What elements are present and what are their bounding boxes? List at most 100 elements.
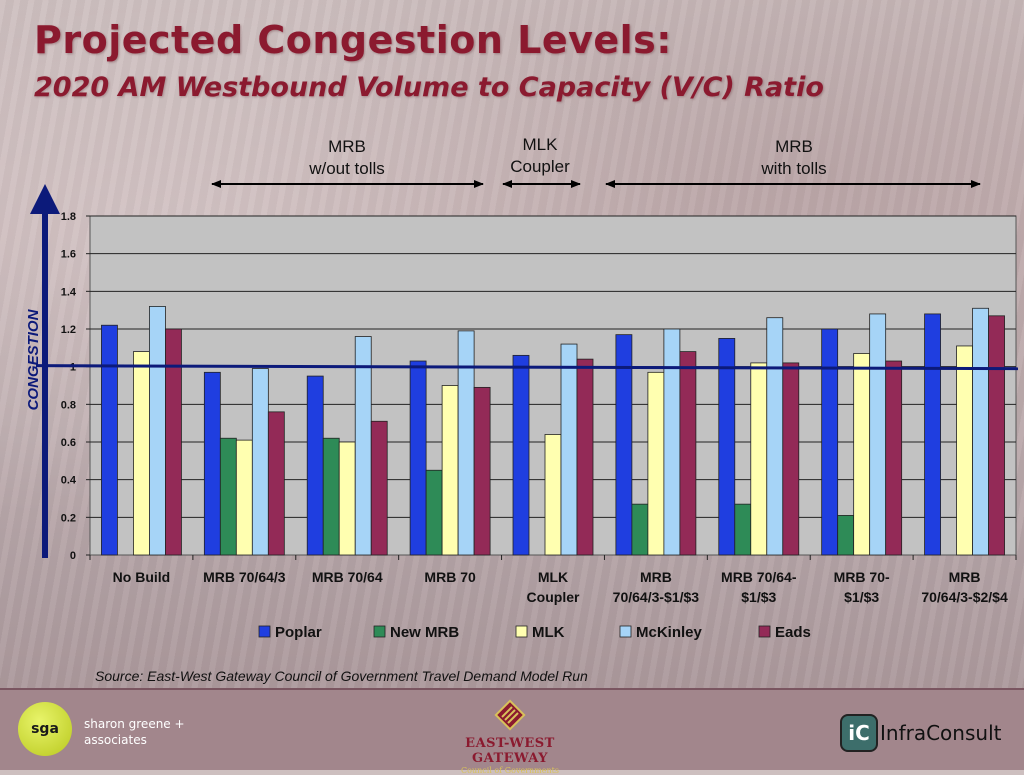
x-tick-label: 70/64/3-$1/$3 — [613, 589, 700, 605]
bar-mckinley — [972, 307, 989, 556]
congestion-axis-label: CONGESTION — [25, 308, 42, 410]
y-tick-label: 1.2 — [61, 324, 76, 336]
legend-label: MLK — [532, 624, 565, 641]
group-label-mrb-no-tolls: MRB w/out tolls — [282, 136, 412, 180]
bar-eads — [473, 386, 491, 556]
bar-poplar — [821, 328, 839, 556]
bar-poplar — [924, 313, 941, 556]
bar-new-mrb — [322, 437, 340, 556]
legend-label: New MRB — [390, 624, 459, 641]
x-tick-label: No Build — [113, 569, 171, 585]
y-tick-label: 0 — [70, 550, 76, 562]
bar-poplar — [718, 338, 736, 556]
legend-label: McKinley — [636, 624, 703, 641]
legend-swatch — [758, 625, 771, 638]
bar-new-mrb — [734, 503, 752, 556]
y-tick-label: 0.2 — [61, 512, 76, 524]
group-label-mlk-coupler: MLK Coupler — [480, 134, 600, 178]
bar-eads — [576, 358, 594, 556]
x-tick-label: $1/$3 — [844, 589, 879, 605]
ewg-logo: EAST-WEST GATEWAY Council of Governments — [425, 694, 595, 775]
footer-bar: sga sharon greene + associates EAST-WEST… — [0, 688, 1024, 775]
bar-poplar — [615, 334, 633, 556]
bar-eads — [165, 328, 182, 556]
x-tick-label: MLK — [538, 569, 568, 585]
congestion-chart: CONGESTION 0 0.2 0.4 0.6 0.8 1 1.2 1.4 1.6 1.8 No… — [25, 180, 1019, 641]
bar-new-mrb — [837, 515, 855, 556]
congestion-arrow-head — [30, 184, 60, 214]
legend-swatch — [258, 625, 271, 638]
sga-company-name: sharon greene + associates — [84, 716, 185, 748]
legend-label: Eads — [775, 624, 811, 641]
ewg-name: EAST-WEST GATEWAY — [465, 736, 555, 766]
legend-swatch — [515, 625, 528, 638]
bar-new-mrb — [425, 469, 443, 556]
infraconsult-logo: iC InfraConsult — [840, 714, 1002, 752]
group-label-line1: MRB — [328, 137, 366, 156]
x-tick-label: MRB 70 — [424, 569, 476, 585]
bar-mckinley — [663, 328, 681, 556]
y-tick-label: 0.6 — [61, 437, 76, 449]
bar-mlk — [956, 345, 973, 556]
x-tick-label: MRB 70/64/3 — [203, 569, 286, 585]
y-tick-label: 1.4 — [61, 286, 77, 298]
x-tick-label: $1/$3 — [741, 589, 776, 605]
y-tick-label: 1 — [70, 362, 76, 374]
bar-poplar — [512, 354, 530, 556]
legend-swatch — [373, 625, 386, 638]
legend-label: Poplar — [275, 624, 322, 641]
bar-mckinley — [149, 305, 166, 556]
bar-mlk — [750, 362, 768, 556]
legend-swatch — [619, 625, 632, 638]
group-label-line2: Coupler — [510, 157, 570, 176]
x-tick-label: MRB 70/64 — [312, 569, 383, 585]
bar-mckinley — [869, 313, 887, 556]
bar-mlk — [853, 353, 871, 556]
page-title: Projected Congestion Levels: — [34, 18, 672, 62]
bar-eads — [679, 351, 697, 556]
bar-poplar — [101, 324, 118, 556]
bar-eads — [267, 411, 285, 556]
bar-poplar — [409, 360, 427, 556]
bar-mlk — [544, 434, 562, 556]
congestion-arrow-shaft — [42, 210, 48, 558]
bar-mckinley — [560, 343, 578, 556]
group-label-line1: MLK — [522, 135, 558, 154]
threshold-line — [35, 364, 1019, 371]
y-tick-label: 0.8 — [61, 399, 76, 411]
group-label-line2: with tolls — [761, 159, 827, 178]
x-tick-label: 70/64/3-$2/$4 — [921, 589, 1008, 605]
bar-mckinley — [457, 330, 475, 556]
sga-name-line1: sharon greene + — [84, 717, 185, 731]
y-tick-label: 0.4 — [61, 475, 77, 487]
bar-mckinley — [766, 317, 784, 556]
y-tick-label: 1.6 — [61, 249, 76, 261]
x-tick-label: MRB 70/64- — [721, 569, 797, 585]
sga-name-line2: associates — [84, 733, 147, 747]
bar-new-mrb — [631, 503, 649, 556]
x-tick-label: MRB — [949, 569, 981, 585]
chart-legend: Poplar New MRB MLK McKinley Eads — [258, 624, 811, 641]
y-axis-ticks: 0 0.2 0.4 0.6 0.8 1 1.2 1.4 1.6 1.8 — [61, 211, 90, 562]
ewg-diamond-icon — [494, 699, 526, 731]
bar-mlk — [133, 351, 150, 556]
infraconsult-mark-icon: iC — [840, 714, 878, 752]
ewg-subtitle: Council of Governments — [461, 766, 559, 775]
bar-mlk — [338, 441, 356, 556]
bar-eads — [782, 362, 800, 556]
bar-eads — [988, 315, 1005, 556]
bar-eads — [885, 360, 903, 556]
page-subtitle: 2020 AM Westbound Volume to Capacity (V/… — [34, 72, 824, 103]
group-label-line2: w/out tolls — [309, 159, 385, 178]
bar-mckinley — [251, 368, 269, 556]
bar-new-mrb — [219, 437, 237, 556]
bar-eads — [370, 420, 388, 556]
group-label-line1: MRB — [775, 137, 813, 156]
infraconsult-name: InfraConsult — [880, 721, 1002, 745]
x-axis-labels: No Build MRB 70/64/3 MRB 70/64 MRB 70 MLK Cou… — [113, 569, 1008, 605]
group-label-mrb-tolls: MRB with tolls — [729, 136, 859, 180]
source-note: Source: East-West Gateway Council of Gov… — [95, 668, 588, 684]
bar-mlk — [235, 439, 253, 556]
bar-mlk — [647, 371, 665, 556]
x-tick-label: MRB 70- — [834, 569, 890, 585]
